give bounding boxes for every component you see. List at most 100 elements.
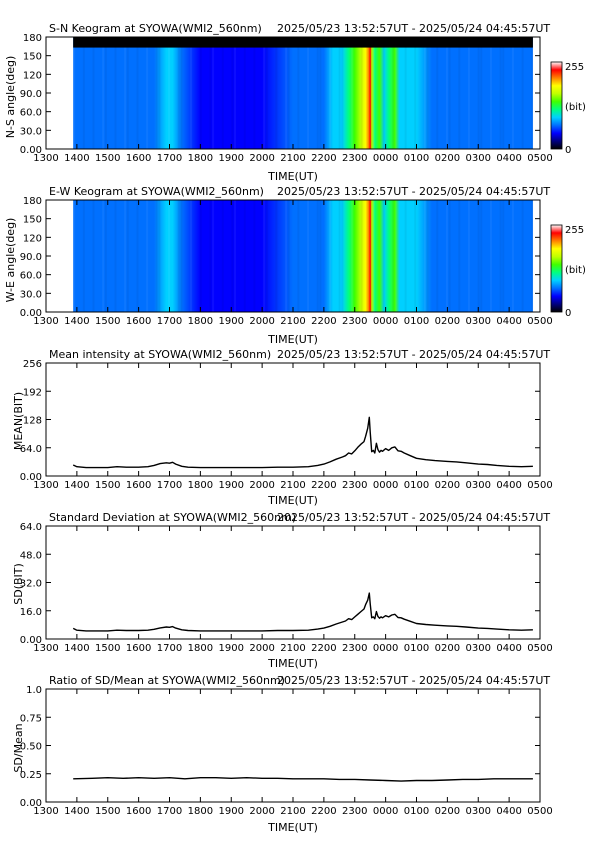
ew-keogram-band (253, 200, 256, 312)
sd-mean-ratio-xtick-label: 1900 (219, 806, 244, 817)
mean-intensity-xtick-label: 0200 (435, 480, 460, 491)
sn-keogram-band (394, 37, 397, 149)
sn-keogram-band (341, 37, 344, 149)
sn-keogram-band (423, 37, 426, 149)
ew-keogram-xlabel: TIME(UT) (267, 333, 318, 346)
ew-keogram-band (73, 200, 76, 312)
sn-keogram-band (73, 37, 76, 149)
ew-keogram-band (297, 200, 300, 312)
sn-keogram-band (234, 37, 237, 149)
sd-mean-ratio-xtick-label: 1400 (64, 806, 89, 817)
sd-mean-ratio-xtick-label: 1500 (95, 806, 120, 817)
ew-keogram-band (404, 200, 407, 312)
mean-intensity-xtick-label: 0300 (466, 480, 491, 491)
sn-keogram-xtick-label: 1500 (95, 153, 120, 164)
ew-keogram-band (426, 200, 429, 312)
sn-keogram-band (414, 37, 417, 149)
ew-keogram-band (136, 200, 139, 312)
mean-intensity-plot-frame (45, 362, 541, 477)
sn-keogram-band (338, 37, 341, 149)
sn-keogram-xtick-label: 0100 (404, 153, 429, 164)
ew-keogram-band (158, 200, 161, 312)
sn-keogram-band (82, 37, 85, 149)
std-dev-xtick-label: 1400 (64, 643, 89, 654)
ew-keogram-band (126, 200, 129, 312)
ew-keogram-band (102, 200, 105, 312)
ew-keogram-band (436, 200, 439, 312)
ew-keogram-ylabel: W-E angle(deg) (4, 218, 17, 303)
ew-keogram-xtick-label: 2000 (249, 316, 274, 327)
std-dev-xtick-label: 1900 (219, 643, 244, 654)
sn-keogram-band (521, 37, 524, 149)
sd-mean-ratio-ytick-label: 1.0 (26, 685, 42, 696)
ew-keogram-band (82, 200, 85, 312)
ew-keogram-band (307, 200, 310, 312)
ew-keogram-time-range: 2025/05/23 13:52:57UT - 2025/05/24 04:45… (277, 185, 550, 198)
ew-keogram-band (480, 200, 483, 312)
sn-keogram-xtick-label: 1600 (126, 153, 151, 164)
ew-keogram-band (92, 200, 95, 312)
sd-mean-ratio-xtick-label: 0500 (527, 806, 552, 817)
ew-keogram-xtick-label: 2300 (342, 316, 367, 327)
std-dev-ytick-label: 32.0 (20, 579, 42, 590)
ew-keogram-band (502, 200, 505, 312)
mean-intensity-xtick-label: 0100 (404, 480, 429, 491)
sd-mean-ratio-xtick-label: 2100 (280, 806, 305, 817)
mean-intensity-xtick-label: 1700 (157, 480, 182, 491)
sn-colorbar-min: 0 (565, 145, 571, 156)
ew-keogram-ytick-label: 90.0 (20, 252, 42, 263)
sd-mean-ratio-ytick-label: 0.00 (20, 798, 42, 809)
mean-intensity-panel: Mean intensity at SYOWA(WMI2_560nm) 2025… (12, 348, 553, 507)
sd-mean-ratio-xlabel: TIME(UT) (267, 821, 318, 834)
sd-mean-ratio-xtick-label: 0100 (404, 806, 429, 817)
ew-keogram-xtick-label: 2200 (311, 316, 336, 327)
sn-keogram-band (458, 37, 461, 149)
ew-keogram-ytick-label: 30.0 (20, 289, 42, 300)
ew-keogram-band (212, 200, 215, 312)
mean-intensity-xtick-label: 1300 (33, 480, 58, 491)
ew-keogram-ytick-label: 60.0 (20, 271, 42, 282)
mean-intensity-ytick-label: 0.00 (20, 472, 42, 483)
ew-keogram-band (265, 200, 268, 312)
std-dev-xtick-label: 0500 (527, 643, 552, 654)
sd-mean-ratio-xtick-label: 0400 (496, 806, 521, 817)
sd-mean-ratio-xtick-label: 2000 (249, 806, 274, 817)
ew-keogram-band (234, 200, 237, 312)
std-dev-ytick-label: 48.0 (20, 550, 42, 561)
ew-keogram-band (511, 200, 514, 312)
sn-keogram-band (360, 37, 363, 149)
sn-keogram-xtick-label: 0500 (527, 153, 552, 164)
sn-keogram-band (287, 37, 290, 149)
sn-keogram-band (351, 37, 354, 149)
ew-keogram-band (499, 200, 502, 312)
ew-keogram-band (199, 200, 202, 312)
sn-keogram-band (316, 37, 319, 149)
std-dev-ytick-label: 16.0 (20, 607, 42, 618)
sd-mean-ratio-title: Ratio of SD/Mean at SYOWA(WMI2_560nm) (49, 674, 285, 687)
sn-keogram-xtick-label: 1300 (33, 153, 58, 164)
sd-mean-ratio-xtick-label: 2200 (311, 806, 336, 817)
ew-keogram-panel: E-W Keogram at SYOWA(WMI2_560nm) 2025/05… (4, 185, 586, 346)
sn-keogram-xtick-label: 0000 (373, 153, 398, 164)
sn-keogram-band (511, 37, 514, 149)
sd-mean-ratio-xtick-label: 1700 (157, 806, 182, 817)
sn-keogram-band (531, 37, 534, 149)
sn-keogram-xtick-label: 0200 (435, 153, 460, 164)
ew-keogram-band (394, 200, 397, 312)
mean-intensity-ytick-label: 192 (23, 387, 42, 398)
std-dev-xtick-label: 0000 (373, 643, 398, 654)
sd-mean-ratio-xtick-label: 1300 (33, 806, 58, 817)
ew-keogram-band (329, 200, 332, 312)
sn-keogram-band (263, 37, 266, 149)
sn-keogram-band (436, 37, 439, 149)
sn-keogram-band (231, 37, 234, 149)
mean-intensity-xtick-label: 1600 (126, 480, 151, 491)
std-dev-xtick-label: 0200 (435, 643, 460, 654)
ew-keogram-band (372, 200, 375, 312)
sn-keogram-ytick-label: 30.0 (20, 126, 42, 137)
std-dev-time-range: 2025/05/23 13:52:57UT - 2025/05/24 04:45… (277, 511, 550, 524)
ew-keogram-xtick-label: 1700 (157, 316, 182, 327)
sd-mean-ratio-xtick-label: 1800 (188, 806, 213, 817)
sn-keogram-band (297, 37, 300, 149)
